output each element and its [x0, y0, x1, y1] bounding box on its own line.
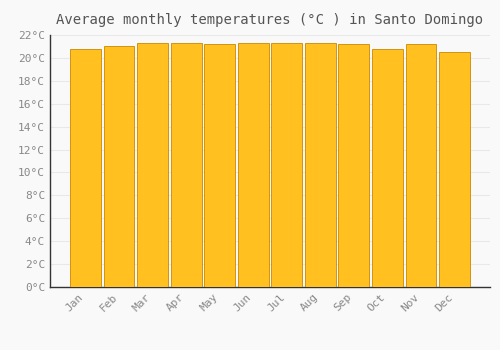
Bar	[104, 47, 134, 287]
Bar	[272, 43, 302, 287]
Bar	[238, 43, 268, 287]
Bar	[406, 44, 436, 287]
Bar	[372, 49, 403, 287]
Bar	[170, 43, 202, 287]
Title: Average monthly temperatures (°C ) in Santo Domingo: Average monthly temperatures (°C ) in Sa…	[56, 13, 484, 27]
Bar	[305, 43, 336, 287]
Bar	[70, 49, 101, 287]
Bar	[137, 43, 168, 287]
Bar	[204, 44, 235, 287]
Bar	[439, 52, 470, 287]
Bar	[338, 44, 370, 287]
